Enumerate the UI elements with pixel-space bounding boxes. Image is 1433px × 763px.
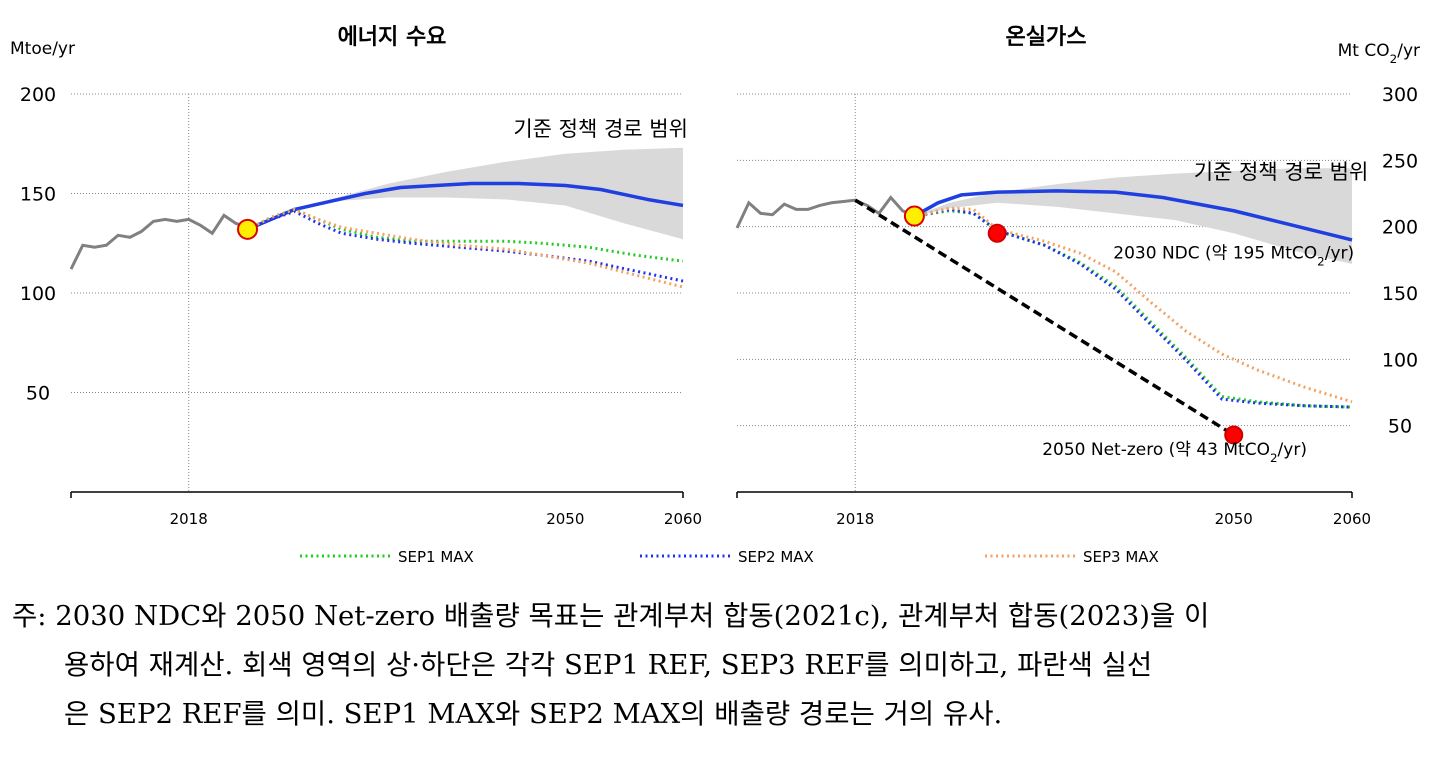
panel1-y-axis-label: Mtoe/yr xyxy=(10,39,75,59)
legend-label-sep1-max: SEP1 MAX xyxy=(398,548,474,566)
panel2-marker-2050-net-zero xyxy=(1224,425,1244,445)
panel2-x-tick-label: 2018 xyxy=(836,510,874,528)
panel2-historical-line xyxy=(735,195,916,229)
panel1-y-tick-label: 100 xyxy=(20,283,56,305)
panel2-y-tick-label: 100 xyxy=(1382,349,1418,371)
panel2-series-경로 xyxy=(854,198,1235,437)
panel2-y-tick-label: 300 xyxy=(1382,84,1418,106)
panel2-y-tick-label: 250 xyxy=(1382,150,1418,172)
footnote-line-3: 은 SEP2 REF를 의미. SEP1 MAX와 SEP2 MAX의 배출량 … xyxy=(64,698,1003,730)
panel2-series-sep1-max xyxy=(914,209,1353,409)
panel2-marker-start xyxy=(903,205,925,227)
panel2-annotation: 2030 NDC (약 195 MtCO2/yr) xyxy=(1113,244,1354,269)
panel2-band-label: 기준 정책 경로 범위 xyxy=(1194,160,1369,184)
footnote-line-2: 용하여 재계산. 회색 영역의 상·하단은 각각 SEP1 REF, SEP3 … xyxy=(64,649,1153,681)
panel1-series-sep2-max xyxy=(246,209,684,283)
panel2-series-sep3-max xyxy=(914,206,1353,404)
panel2-title: 온실가스 xyxy=(1006,25,1087,50)
panel1-series-sep3-max xyxy=(246,207,684,289)
panel1-marker-start xyxy=(237,218,259,240)
panel1-band-label: 기준 정책 경로 범위 xyxy=(513,117,688,141)
panel2-y-tick-label: 200 xyxy=(1382,217,1418,239)
panel1-title: 에너지 수요 xyxy=(338,25,447,50)
panel1-y-tick-label: 50 xyxy=(26,383,50,405)
panel2-series-sep2-ref xyxy=(913,189,1353,242)
legend-label-sep3-max: SEP3 MAX xyxy=(1083,548,1159,566)
panel1-y-tick-label: 150 xyxy=(20,184,56,206)
panel1-y-tick-label: 200 xyxy=(20,84,56,106)
legend-label-sep2-max: SEP2 MAX xyxy=(738,548,814,566)
panel2-y-axis-label: Mt CO2/yr xyxy=(1338,41,1420,66)
footnote: 주: 2030 NDC와 2050 Net-zero 배출량 목표는 관계부처 … xyxy=(12,592,1427,739)
panel2-x-tick-label: 2060 xyxy=(1333,510,1371,528)
panel2-y-tick-label: 150 xyxy=(1382,283,1418,305)
panel2-x-tick-label: 2050 xyxy=(1215,510,1253,528)
panel1-x-tick-label: 2018 xyxy=(170,510,208,528)
panel1-reference-band xyxy=(259,147,683,240)
panel1-historical-line xyxy=(69,213,249,270)
panel2-y-tick-label: 50 xyxy=(1388,416,1412,438)
chart-figure: 에너지 수요 Mtoe/yr 50 100 150 200 2018 2050 2060 기준 정… xyxy=(10,25,1420,566)
panel1-x-tick-label: 2060 xyxy=(664,510,702,528)
panel2-annotation: 2050 Net-zero (약 43 MtCO2/yr) xyxy=(1042,440,1307,465)
footnote-line-1: 주: 2030 NDC와 2050 Net-zero 배출량 목표는 관계부처 … xyxy=(12,600,1210,632)
panel1-x-tick-label: 2050 xyxy=(546,510,584,528)
panel2-marker-2030-ndc xyxy=(987,223,1007,243)
